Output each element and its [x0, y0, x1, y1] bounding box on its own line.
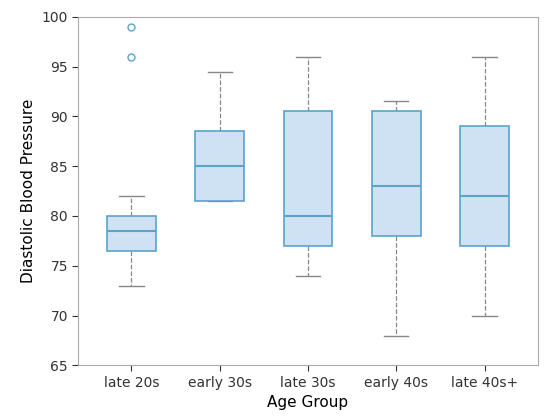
- Y-axis label: Diastolic Blood Pressure: Diastolic Blood Pressure: [21, 99, 36, 283]
- FancyBboxPatch shape: [372, 111, 421, 236]
- X-axis label: Age Group: Age Group: [268, 395, 348, 410]
- FancyBboxPatch shape: [284, 111, 332, 246]
- FancyBboxPatch shape: [460, 126, 509, 246]
- FancyBboxPatch shape: [195, 131, 244, 201]
- FancyBboxPatch shape: [107, 216, 156, 251]
